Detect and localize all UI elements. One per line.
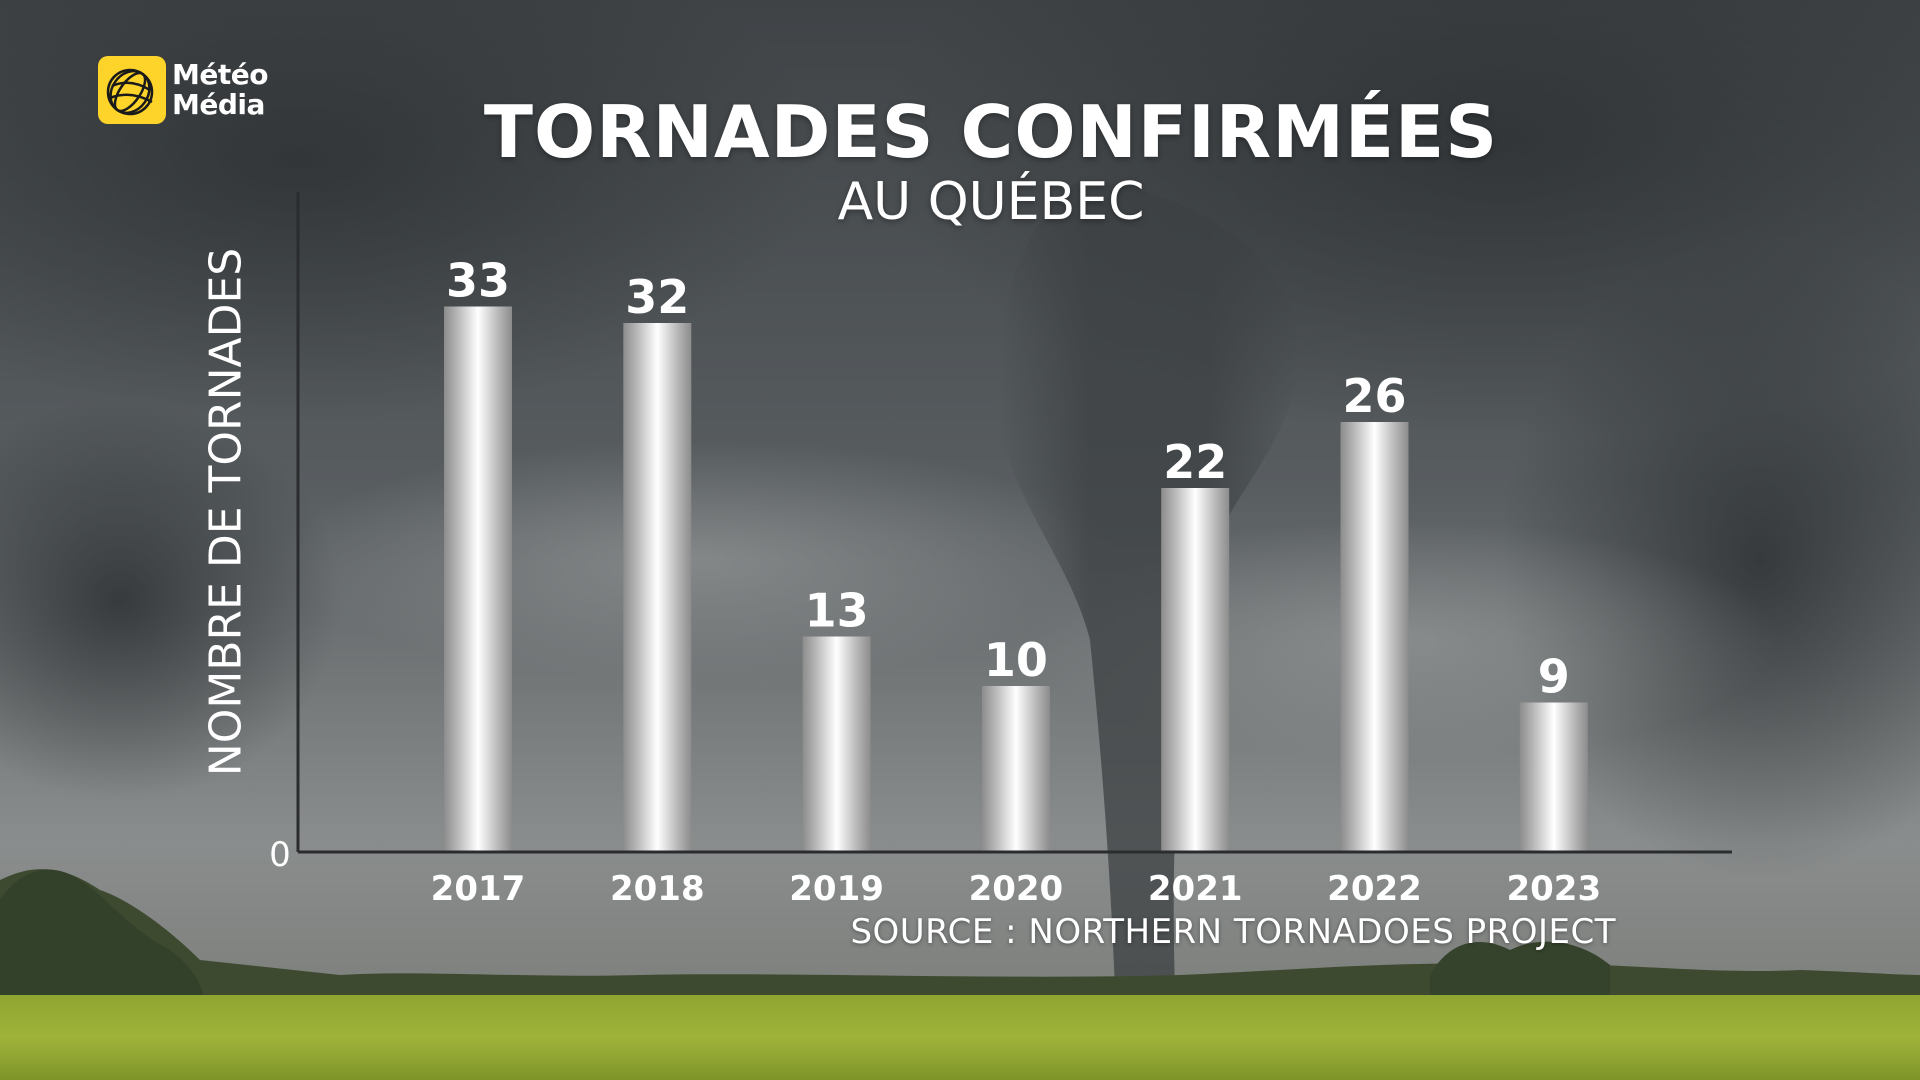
bar-2019 — [802, 636, 871, 851]
x-tick-label-2022: 2022 — [1327, 869, 1422, 909]
y-axis-label: NOMBRE DE TORNADES — [200, 247, 252, 777]
chart-subtitle: AU QUÉBEC — [837, 172, 1145, 232]
x-tick-label-2023: 2023 — [1506, 869, 1601, 909]
brand-name-line1: Météo — [172, 58, 268, 91]
brand-logo: Météo Média — [98, 56, 268, 124]
value-label-2022: 26 — [1342, 369, 1406, 423]
brand-name-line2: Média — [172, 88, 265, 121]
storm-cloud — [0, 400, 340, 800]
value-label-2021: 22 — [1163, 435, 1227, 489]
value-label-2019: 13 — [805, 584, 869, 638]
bar-2018 — [623, 323, 692, 851]
value-label-2020: 10 — [984, 633, 1048, 687]
value-labels-group: 33 32 13 10 22 26 9 — [446, 254, 1570, 704]
x-tick-label-2019: 2019 — [789, 869, 884, 909]
storm-cloud — [0, 0, 820, 420]
bar-2020 — [981, 686, 1050, 851]
y-tick-label-0: 0 — [269, 835, 291, 875]
bar-2023 — [1519, 702, 1588, 851]
x-tick-label-2020: 2020 — [969, 869, 1064, 909]
x-tick-labels-group: 2017 2018 2019 2020 2021 2022 2023 — [431, 869, 1601, 909]
bar-2022 — [1340, 422, 1409, 851]
chart-title: TORNADES CONFIRMÉES — [483, 90, 1499, 174]
tree-cluster — [0, 869, 205, 1000]
value-label-2023: 9 — [1538, 650, 1570, 704]
tornado-funnel — [998, 180, 1300, 990]
canola-field — [0, 995, 1920, 1080]
bars-group — [444, 306, 1588, 851]
x-tick-label-2018: 2018 — [610, 869, 705, 909]
x-tick-label-2021: 2021 — [1148, 869, 1243, 909]
value-label-2017: 33 — [446, 254, 510, 308]
x-tick-label-2017: 2017 — [431, 869, 526, 909]
bar-2021 — [1161, 488, 1230, 851]
bar-2017 — [444, 306, 512, 851]
source-note: SOURCE : NORTHERN TORNADOES PROJECT — [850, 912, 1616, 952]
tree-cluster — [1430, 941, 1610, 1000]
value-label-2018: 32 — [625, 270, 689, 324]
globe-icon — [98, 56, 166, 124]
